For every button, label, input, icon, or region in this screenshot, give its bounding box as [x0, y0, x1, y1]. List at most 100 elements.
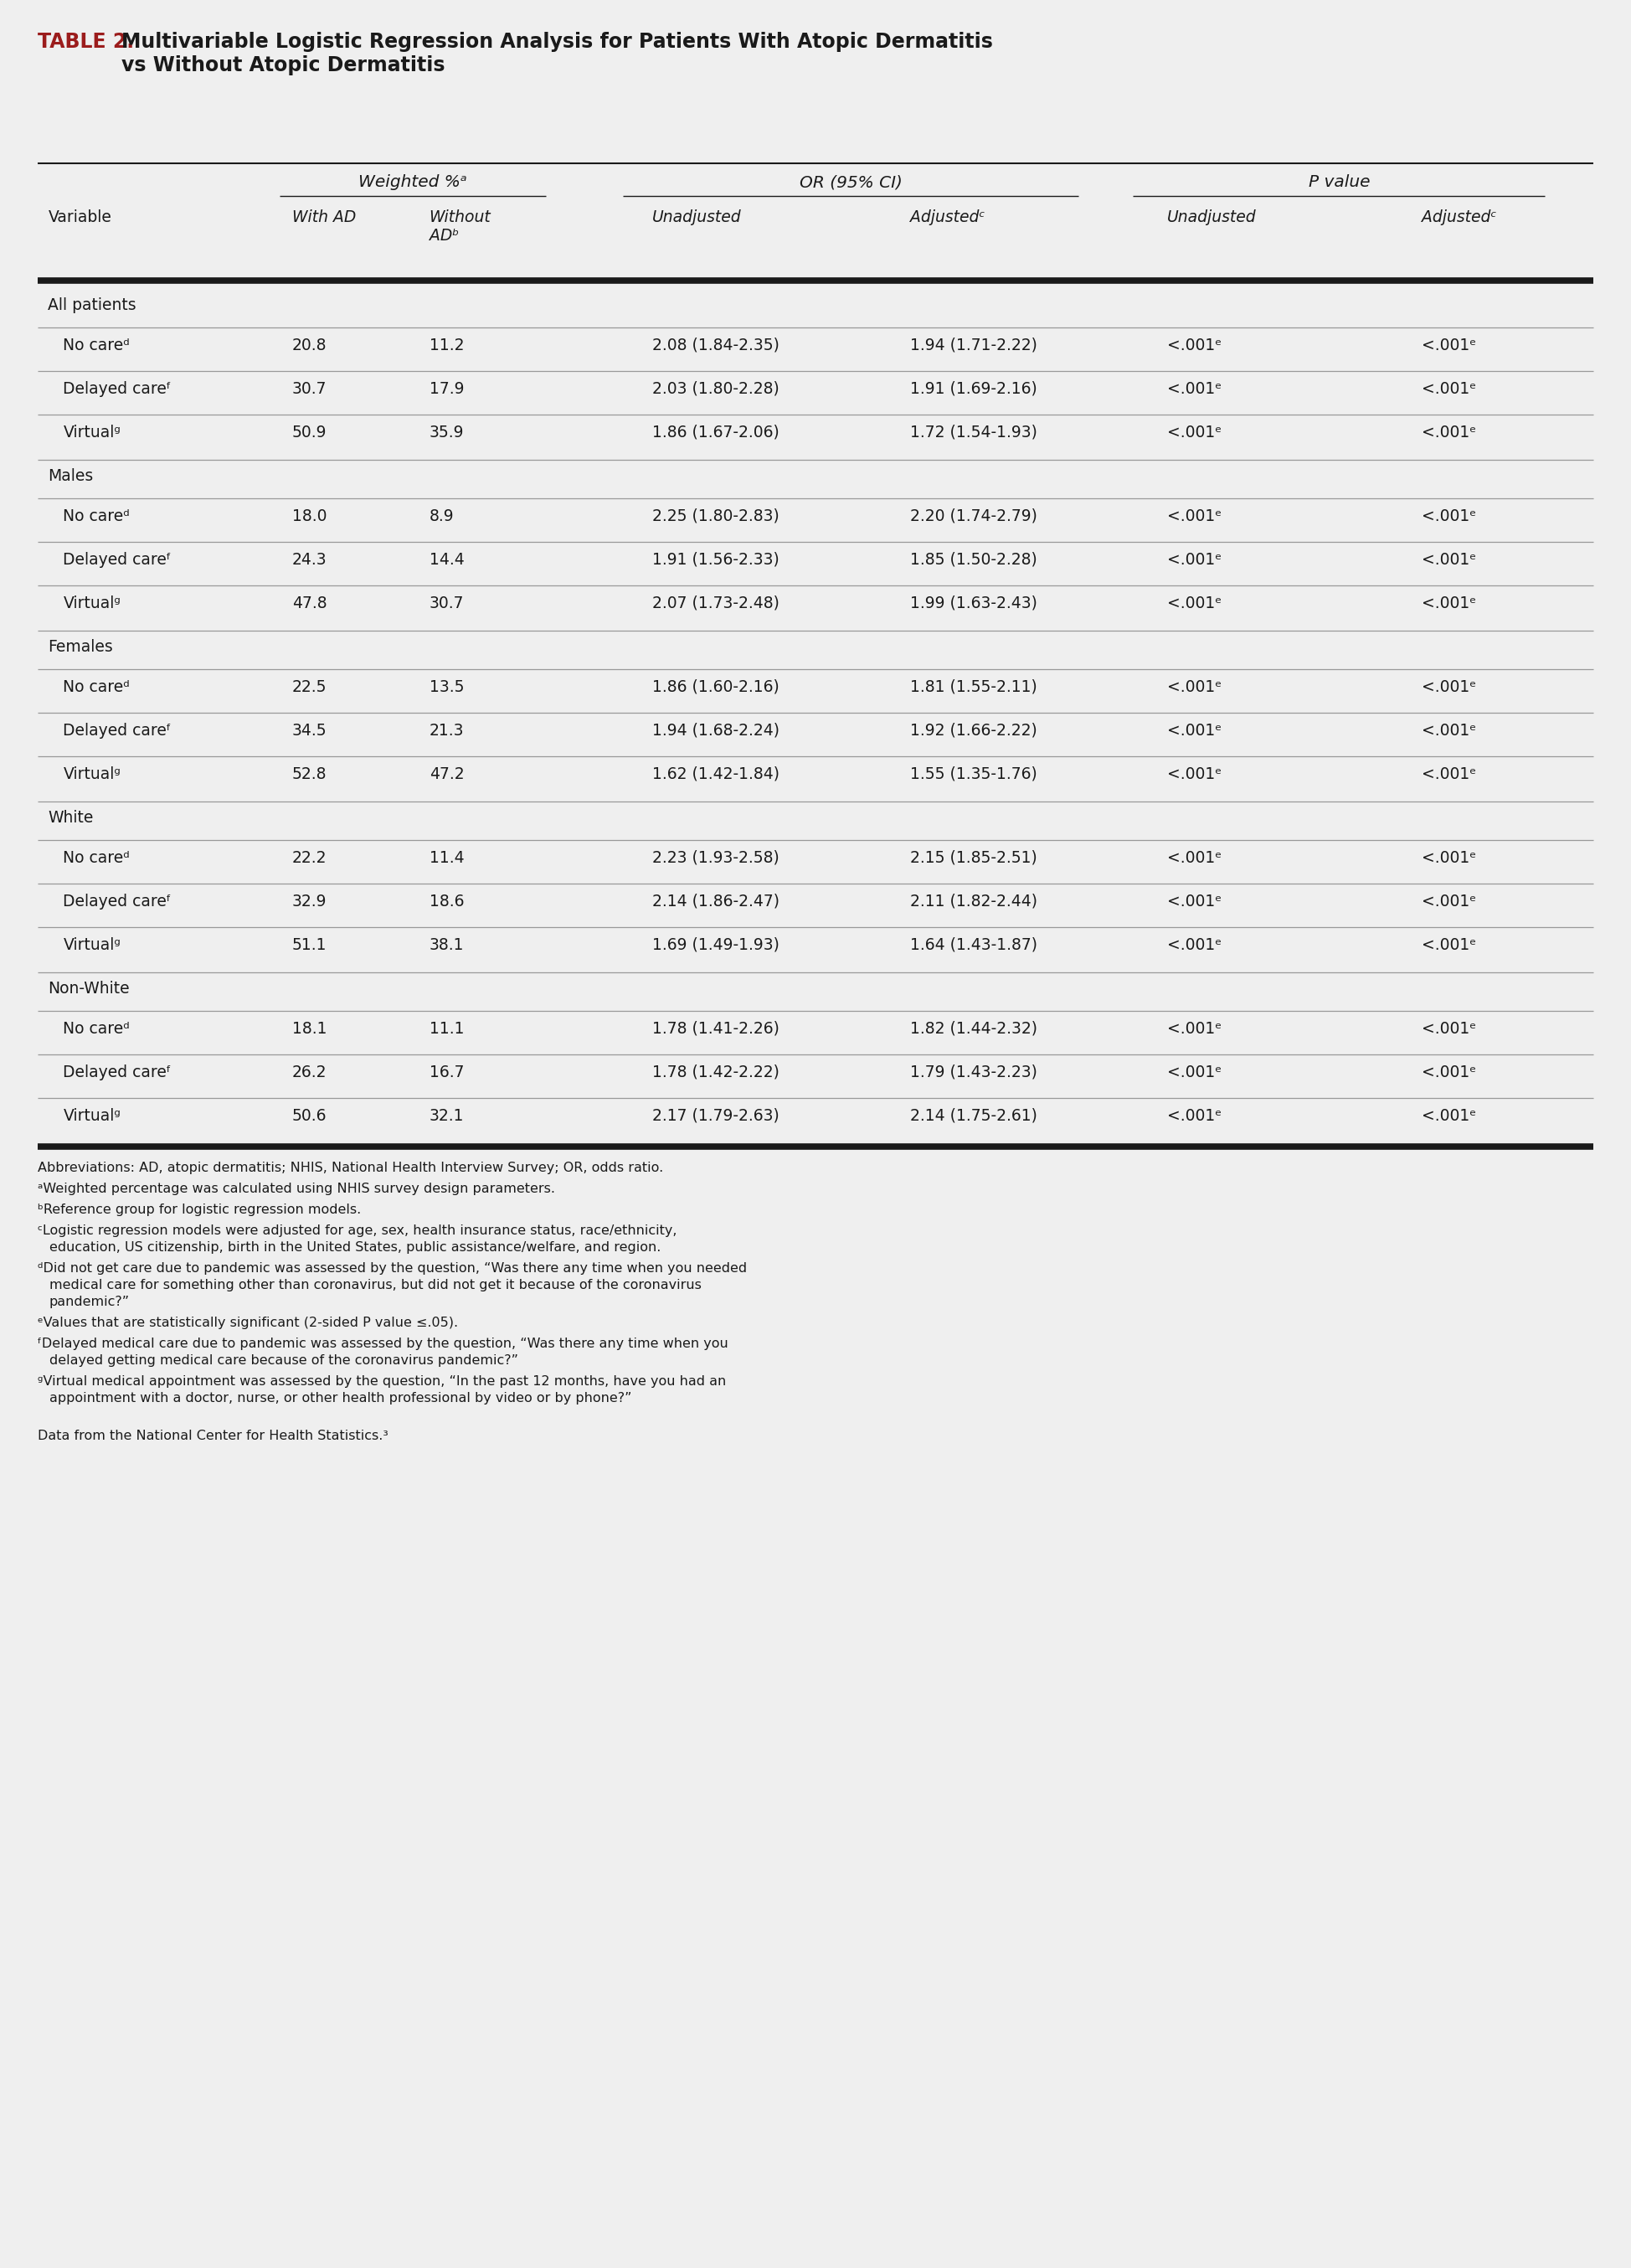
Text: Virtualᵍ: Virtualᵍ [64, 937, 121, 953]
Text: 2.15 (1.85-2.51): 2.15 (1.85-2.51) [910, 850, 1037, 866]
Text: Delayed careᶠ: Delayed careᶠ [64, 551, 171, 567]
Text: 38.1: 38.1 [429, 937, 463, 953]
Text: No careᵈ: No careᵈ [64, 678, 130, 694]
Text: Adjustedᶜ: Adjustedᶜ [910, 209, 985, 225]
Text: <.001ᵉ: <.001ᵉ [1168, 381, 1222, 397]
Text: 1.62 (1.42-1.84): 1.62 (1.42-1.84) [652, 767, 780, 782]
Text: 2.11 (1.82-2.44): 2.11 (1.82-2.44) [910, 894, 1037, 909]
Text: 35.9: 35.9 [429, 424, 463, 440]
Text: 1.79 (1.43-2.23): 1.79 (1.43-2.23) [910, 1064, 1037, 1080]
Text: All patients: All patients [47, 297, 137, 313]
Text: 30.7: 30.7 [292, 381, 326, 397]
Text: <.001ᵉ: <.001ᵉ [1168, 551, 1222, 567]
Text: 1.86 (1.67-2.06): 1.86 (1.67-2.06) [652, 424, 780, 440]
Text: <.001ᵉ: <.001ᵉ [1422, 551, 1476, 567]
Text: <.001ᵉ: <.001ᵉ [1168, 767, 1222, 782]
Text: 1.92 (1.66-2.22): 1.92 (1.66-2.22) [910, 723, 1037, 739]
Text: <.001ᵉ: <.001ᵉ [1168, 596, 1222, 612]
Text: <.001ᵉ: <.001ᵉ [1168, 937, 1222, 953]
Text: medical care for something other than coronavirus, but did not get it because of: medical care for something other than co… [49, 1279, 701, 1290]
Text: <.001ᵉ: <.001ᵉ [1422, 767, 1476, 782]
Text: 1.78 (1.41-2.26): 1.78 (1.41-2.26) [652, 1021, 780, 1036]
Text: ᵍVirtual medical appointment was assessed by the question, “In the past 12 month: ᵍVirtual medical appointment was assesse… [38, 1374, 726, 1388]
Text: 14.4: 14.4 [429, 551, 465, 567]
Text: ᶜLogistic regression models were adjusted for age, sex, health insurance status,: ᶜLogistic regression models were adjuste… [38, 1225, 677, 1236]
Text: 1.94 (1.68-2.24): 1.94 (1.68-2.24) [652, 723, 780, 739]
Text: P value: P value [1308, 175, 1370, 191]
Text: Delayed careᶠ: Delayed careᶠ [64, 1064, 171, 1080]
Text: 1.64 (1.43-1.87): 1.64 (1.43-1.87) [910, 937, 1037, 953]
Text: 2.08 (1.84-2.35): 2.08 (1.84-2.35) [652, 338, 780, 354]
Text: With AD: With AD [292, 209, 356, 225]
Text: <.001ᵉ: <.001ᵉ [1422, 1021, 1476, 1036]
Text: 11.2: 11.2 [429, 338, 463, 354]
Text: 24.3: 24.3 [292, 551, 326, 567]
Text: 8.9: 8.9 [429, 508, 453, 524]
Text: TABLE 2.: TABLE 2. [38, 32, 134, 52]
Text: <.001ᵉ: <.001ᵉ [1168, 508, 1222, 524]
Text: 50.9: 50.9 [292, 424, 326, 440]
Text: 1.81 (1.55-2.11): 1.81 (1.55-2.11) [910, 678, 1037, 694]
Text: 1.85 (1.50-2.28): 1.85 (1.50-2.28) [910, 551, 1037, 567]
Text: No careᵈ: No careᵈ [64, 508, 130, 524]
Text: Without
ADᵇ: Without ADᵇ [429, 209, 491, 243]
Text: 18.0: 18.0 [292, 508, 326, 524]
Text: 16.7: 16.7 [429, 1064, 463, 1080]
Text: OR (95% CI): OR (95% CI) [799, 175, 902, 191]
Text: 2.14 (1.75-2.61): 2.14 (1.75-2.61) [910, 1109, 1037, 1125]
Text: 18.6: 18.6 [429, 894, 463, 909]
Text: Weighted %ᵃ: Weighted %ᵃ [359, 175, 466, 191]
Text: ᵃWeighted percentage was calculated using NHIS survey design parameters.: ᵃWeighted percentage was calculated usin… [38, 1182, 555, 1195]
Text: <.001ᵉ: <.001ᵉ [1422, 850, 1476, 866]
Text: 2.23 (1.93-2.58): 2.23 (1.93-2.58) [652, 850, 780, 866]
Text: 1.86 (1.60-2.16): 1.86 (1.60-2.16) [652, 678, 780, 694]
Text: <.001ᵉ: <.001ᵉ [1168, 1109, 1222, 1125]
Text: 2.17 (1.79-2.63): 2.17 (1.79-2.63) [652, 1109, 780, 1125]
Text: Non-White: Non-White [47, 980, 130, 996]
Text: 2.25 (1.80-2.83): 2.25 (1.80-2.83) [652, 508, 780, 524]
Text: No careᵈ: No careᵈ [64, 850, 130, 866]
Text: delayed getting medical care because of the coronavirus pandemic?”: delayed getting medical care because of … [49, 1354, 519, 1368]
Text: Delayed careᶠ: Delayed careᶠ [64, 381, 171, 397]
Text: Unadjusted: Unadjusted [1168, 209, 1258, 225]
Text: Unadjusted: Unadjusted [652, 209, 742, 225]
Text: <.001ᵉ: <.001ᵉ [1168, 678, 1222, 694]
Text: <.001ᵉ: <.001ᵉ [1422, 1064, 1476, 1080]
Text: <.001ᵉ: <.001ᵉ [1168, 850, 1222, 866]
Text: <.001ᵉ: <.001ᵉ [1422, 338, 1476, 354]
Text: education, US citizenship, birth in the United States, public assistance/welfare: education, US citizenship, birth in the … [49, 1241, 661, 1254]
Text: 52.8: 52.8 [292, 767, 326, 782]
Text: 1.94 (1.71-2.22): 1.94 (1.71-2.22) [910, 338, 1037, 354]
Text: 2.03 (1.80-2.28): 2.03 (1.80-2.28) [652, 381, 780, 397]
Text: pandemic?”: pandemic?” [49, 1295, 130, 1309]
Text: 21.3: 21.3 [429, 723, 463, 739]
Text: 1.91 (1.69-2.16): 1.91 (1.69-2.16) [910, 381, 1037, 397]
Text: No careᵈ: No careᵈ [64, 338, 130, 354]
Text: 30.7: 30.7 [429, 596, 463, 612]
Text: <.001ᵉ: <.001ᵉ [1422, 508, 1476, 524]
Text: <.001ᵉ: <.001ᵉ [1168, 338, 1222, 354]
Text: <.001ᵉ: <.001ᵉ [1422, 381, 1476, 397]
Text: <.001ᵉ: <.001ᵉ [1168, 723, 1222, 739]
Text: 1.69 (1.49-1.93): 1.69 (1.49-1.93) [652, 937, 780, 953]
Text: 50.6: 50.6 [292, 1109, 326, 1125]
Text: No careᵈ: No careᵈ [64, 1021, 130, 1036]
Text: 13.5: 13.5 [429, 678, 463, 694]
Text: Males: Males [47, 467, 93, 483]
Text: 2.20 (1.74-2.79): 2.20 (1.74-2.79) [910, 508, 1037, 524]
Text: <.001ᵉ: <.001ᵉ [1422, 1109, 1476, 1125]
Text: 1.99 (1.63-2.43): 1.99 (1.63-2.43) [910, 596, 1037, 612]
Text: 2.07 (1.73-2.48): 2.07 (1.73-2.48) [652, 596, 780, 612]
Text: 11.4: 11.4 [429, 850, 465, 866]
Text: <.001ᵉ: <.001ᵉ [1422, 424, 1476, 440]
Text: 47.2: 47.2 [429, 767, 465, 782]
Text: Delayed careᶠ: Delayed careᶠ [64, 894, 171, 909]
Text: Adjustedᶜ: Adjustedᶜ [1422, 209, 1496, 225]
Text: 34.5: 34.5 [292, 723, 326, 739]
Text: Delayed careᶠ: Delayed careᶠ [64, 723, 171, 739]
Text: ᵇReference group for logistic regression models.: ᵇReference group for logistic regression… [38, 1204, 360, 1216]
Text: Abbreviations: AD, atopic dermatitis; NHIS, National Health Interview Survey; OR: Abbreviations: AD, atopic dermatitis; NH… [38, 1161, 664, 1175]
Text: ᶠDelayed medical care due to pandemic was assessed by the question, “Was there a: ᶠDelayed medical care due to pandemic wa… [38, 1338, 727, 1349]
Text: <.001ᵉ: <.001ᵉ [1422, 937, 1476, 953]
Text: 22.2: 22.2 [292, 850, 326, 866]
